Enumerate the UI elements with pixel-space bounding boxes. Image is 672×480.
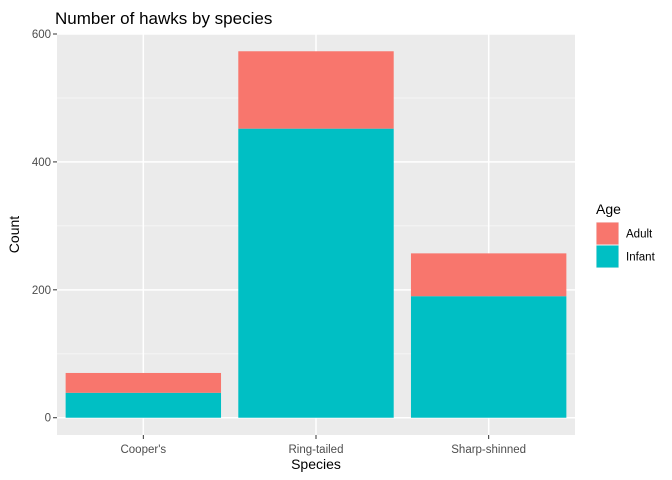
x-axis: Cooper's Ring-tailed Sharp-shinned	[120, 435, 526, 456]
y-tick-label: 600	[32, 29, 51, 41]
legend-key-adult	[596, 222, 619, 245]
bars	[65, 51, 567, 418]
x-tick-label: Ring-tailed	[289, 444, 344, 456]
bar-adult-2	[238, 51, 394, 129]
x-tick-label: Sharp-shinned	[451, 444, 526, 456]
bar-infant-1	[65, 392, 222, 418]
bar-adult-3	[410, 253, 567, 297]
x-tick-label: Cooper's	[120, 444, 166, 456]
x-axis-title: Species	[291, 456, 341, 472]
legend-label-adult: Adult	[626, 229, 653, 241]
y-tick-label: 400	[32, 157, 51, 169]
legend-key-infant	[596, 245, 619, 268]
chart-title: Number of hawks by species	[55, 9, 272, 28]
bar-infant-2	[238, 128, 394, 418]
y-tick-label: 0	[45, 413, 51, 425]
y-axis: 0 200 400 600	[32, 29, 57, 425]
bar-infant-3	[410, 296, 567, 418]
legend-title: Age	[596, 201, 621, 217]
bar-adult-1	[65, 372, 222, 393]
legend-label-infant: Infant	[626, 252, 656, 264]
y-axis-title: Count	[6, 216, 22, 253]
y-tick-label: 200	[32, 285, 51, 297]
legend: Age Adult Infant	[596, 201, 656, 268]
